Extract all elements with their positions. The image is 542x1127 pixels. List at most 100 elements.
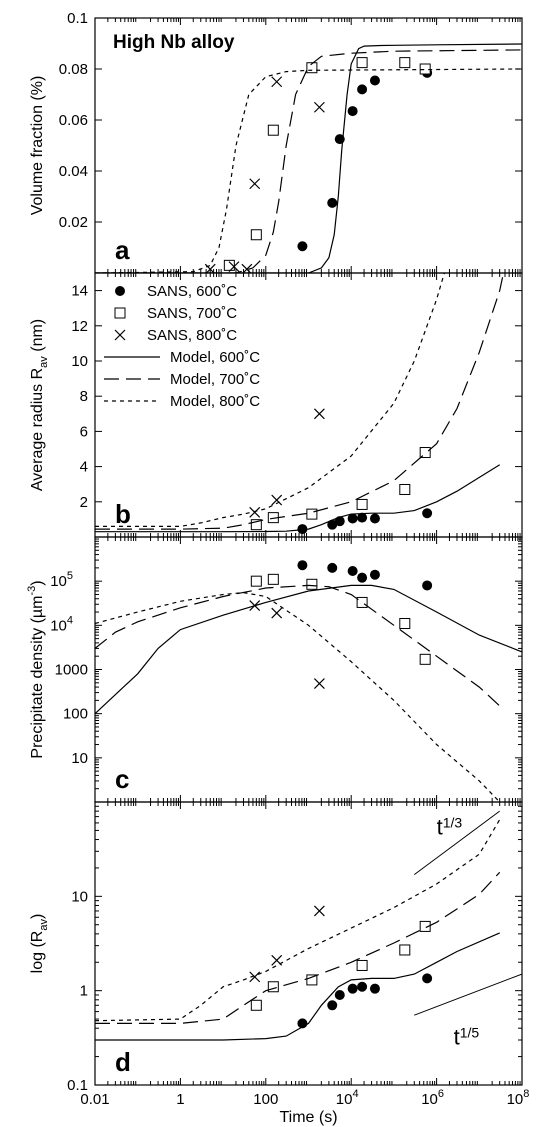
y-axis-label-text: log (R — [29, 931, 46, 974]
panel-letter: c — [115, 764, 129, 794]
legend-item: Model, 800˚C — [104, 393, 260, 410]
data-point — [250, 575, 262, 587]
x-tick-label: 100 — [253, 1091, 278, 1108]
plot-area-d — [95, 810, 522, 1041]
reference-line — [414, 973, 522, 1016]
y-axis-label: Precipitate density (µm-3) — [26, 580, 46, 758]
y-axis-label-unit: (nm) — [29, 319, 46, 356]
data-point — [419, 920, 431, 932]
series-line — [95, 584, 522, 715]
y-axis-label: Volume fraction (%) — [29, 76, 46, 216]
data-point — [327, 1000, 338, 1011]
legend-item: SANS, 700˚C — [114, 305, 237, 322]
data-point — [369, 513, 380, 524]
y-tick-label: 1000 — [55, 662, 88, 679]
data-point — [356, 57, 368, 69]
slope-annotation-base: t — [454, 1024, 460, 1049]
data-point — [297, 241, 308, 252]
y-axis-label-sub: av — [38, 919, 50, 931]
y-tick-label: 10 — [71, 353, 88, 370]
legend-item: SANS, 600˚C — [115, 283, 237, 300]
data-point — [250, 999, 262, 1011]
series-line — [95, 43, 522, 273]
slope-annotation-sup: 1/3 — [443, 815, 463, 831]
y-axis-label-sup: -3 — [26, 586, 38, 596]
data-point — [369, 983, 380, 994]
legend-label: Model, 600˚C — [170, 349, 260, 366]
data-point — [357, 572, 368, 583]
slope-annotation: t1/3 — [437, 815, 463, 840]
x-tick-label: 104 — [336, 1088, 359, 1108]
data-point — [347, 565, 358, 576]
slope-annotation-sup: 1/5 — [460, 1024, 480, 1040]
data-point — [249, 178, 261, 190]
y-tick-label: 105 — [50, 570, 73, 590]
series-line — [95, 464, 501, 533]
data-point — [399, 944, 411, 956]
data-point — [267, 573, 279, 585]
legend-marker — [114, 307, 126, 319]
data-point — [228, 261, 240, 273]
x-tick-label-sup: 4 — [352, 1088, 358, 1100]
y-axis-label-text: Volume fraction (%) — [29, 76, 46, 216]
y-tick-label: 100 — [63, 706, 88, 723]
plot-area-b — [95, 273, 505, 535]
data-point — [223, 259, 235, 271]
y-tick-label: 4 — [80, 459, 88, 476]
legend: SANS, 600˚C SANS, 700˚C SANS, 800˚C Model, … — [104, 283, 260, 410]
y-tick-label: 0.08 — [59, 61, 88, 78]
series-line — [95, 932, 500, 1041]
panel-c-frame — [94, 536, 523, 803]
x-tick-label: 0.01 — [80, 1091, 109, 1108]
y-tick-label: 0.02 — [59, 214, 88, 231]
data-point — [327, 197, 338, 208]
y-axis-label: Average radius Rav (nm) — [29, 319, 50, 491]
y-tick-label: 0.06 — [59, 112, 88, 129]
data-point — [419, 653, 431, 665]
data-point — [369, 75, 380, 86]
data-point — [369, 569, 380, 580]
x-tick-label-base: 10 — [421, 1091, 438, 1108]
legend-label: SANS, 600˚C — [147, 283, 237, 300]
data-point — [267, 124, 279, 136]
y-tick-label-sup: 5 — [67, 570, 73, 582]
panel-letter: d — [115, 1047, 131, 1077]
series-line — [95, 819, 501, 1022]
y-tick-label: 6 — [80, 423, 88, 440]
data-point — [271, 76, 283, 88]
y-tick-label: 8 — [80, 388, 88, 405]
data-point — [356, 498, 368, 510]
data-point — [347, 106, 358, 117]
y-tick-label-base: 10 — [50, 617, 67, 634]
legend-item: Model, 600˚C — [104, 349, 260, 366]
y-tick-label: 104 — [50, 614, 73, 634]
series-line — [95, 273, 505, 530]
series-line — [95, 49, 522, 273]
y-tick-label: 1 — [80, 983, 88, 1000]
data-point — [313, 408, 325, 420]
data-point — [419, 447, 431, 459]
data-point — [250, 229, 262, 241]
data-point — [334, 989, 345, 1000]
data-point — [306, 974, 318, 986]
figure-title: High Nb alloy — [113, 32, 235, 53]
data-point — [399, 57, 411, 69]
data-point — [249, 971, 261, 983]
y-tick-label: 12 — [71, 318, 88, 335]
data-point — [357, 512, 368, 523]
legend-label: Model, 800˚C — [170, 393, 260, 410]
data-point — [249, 506, 261, 518]
x-tick-label-sup: 6 — [438, 1088, 444, 1100]
y-axis-label-text: Precipitate density (µm — [29, 596, 46, 759]
panel-d-frame — [94, 801, 523, 1086]
data-point — [422, 580, 433, 591]
data-point — [327, 562, 338, 573]
x-tick-label-sup: 8 — [523, 1088, 529, 1100]
y-tick-label: 10 — [71, 888, 88, 905]
legend-label: SANS, 800˚C — [147, 327, 237, 344]
series-line — [95, 273, 445, 528]
data-point — [250, 519, 262, 531]
data-point — [357, 981, 368, 992]
